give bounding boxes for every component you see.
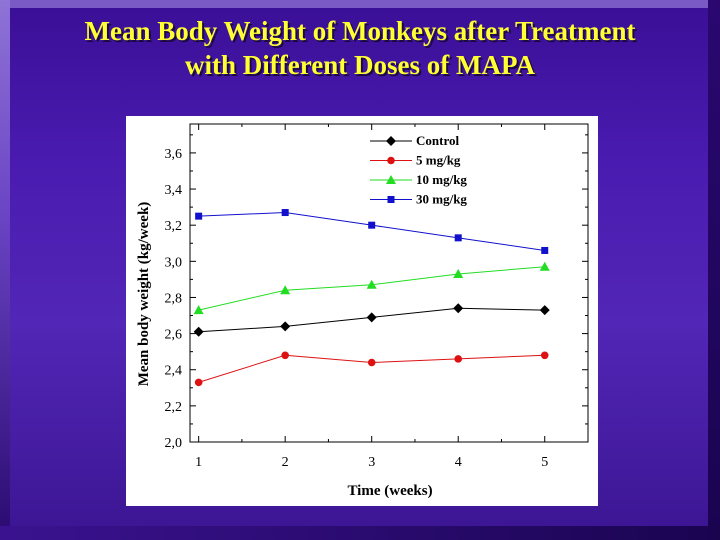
legend-marker (387, 156, 395, 165)
data-point (281, 209, 289, 217)
data-point (195, 212, 203, 220)
y-tick-label: 2,6 (165, 328, 183, 343)
x-tick-label: 2 (282, 455, 289, 470)
series-line (198, 212, 545, 251)
series-3 (193, 261, 550, 315)
data-point (281, 351, 289, 360)
legend-entry: 30 mg/kg (370, 192, 467, 207)
x-tick-label: 3 (368, 455, 375, 470)
data-point (366, 279, 377, 289)
x-tick-label: 1 (195, 455, 202, 470)
slide-frame-bottom (0, 526, 720, 540)
legend-label: 30 mg/kg (416, 192, 467, 207)
y-tick-label: 3,4 (165, 183, 183, 198)
x-axis-label: Time (weeks) (347, 483, 432, 499)
data-point (454, 234, 462, 242)
data-point (454, 355, 463, 363)
line-chart: 2,0 2,2 2,4 2,6 2,8 3,0 3,2 3,4 3,6 1 2 3 4 5 Control… (136, 123, 589, 499)
legend-marker (386, 136, 396, 146)
data-point (193, 305, 204, 315)
y-tick-label: 3,6 (165, 147, 183, 162)
slide-title-line-1: Mean Body Weight of Monkeys after Treatm… (84, 16, 636, 46)
data-point (193, 326, 204, 337)
legend-label: 5 mg/kg (416, 153, 461, 168)
legend-entry: Control (370, 133, 459, 148)
data-point (366, 312, 377, 323)
data-point (539, 305, 550, 316)
series-2 (194, 351, 549, 387)
slide-title-line-2: with Different Doses of MAPA (185, 50, 535, 80)
series-1 (193, 303, 550, 337)
x-tick-label: 5 (541, 455, 548, 470)
chart-series (193, 209, 550, 387)
data-point (539, 261, 550, 271)
data-point (280, 285, 291, 295)
slide-frame-right (708, 0, 720, 540)
legend-marker (387, 196, 395, 203)
data-point (280, 321, 291, 332)
data-point (367, 358, 376, 367)
data-point (194, 378, 203, 387)
plot-frame (189, 123, 589, 443)
chart-axes: 2,0 2,2 2,4 2,6 2,8 3,0 3,2 3,4 3,6 1 2 3 4 5 (165, 123, 589, 470)
series-4 (195, 209, 549, 254)
data-point (540, 351, 549, 360)
chart-panel: 2,0 2,2 2,4 2,6 2,8 3,0 3,2 3,4 3,6 1 2 3 4 5 Control… (126, 116, 598, 506)
legend-label: 10 mg/kg (416, 172, 467, 187)
slide-frame-left (0, 0, 10, 540)
y-tick-label: 3,2 (165, 219, 183, 234)
data-point (541, 246, 549, 254)
slide-frame-top (0, 0, 720, 8)
y-tick-label: 2,8 (165, 291, 183, 306)
data-point (453, 303, 464, 314)
legend-entry: 5 mg/kg (370, 153, 461, 168)
y-tick-label: 2,2 (165, 400, 183, 415)
y-tick-label: 2,0 (165, 436, 183, 451)
x-tick-label: 4 (455, 455, 462, 470)
y-tick-label: 3,0 (165, 255, 183, 270)
slide-title: Mean Body Weight of Monkeys after Treatm… (20, 14, 700, 82)
y-tick-label: 2,4 (165, 364, 183, 379)
chart-legend: Control 5 mg/kg 10 mg/kg 30 mg/kg (370, 133, 467, 207)
legend-entry: 10 mg/kg (370, 172, 467, 187)
data-point (453, 268, 464, 278)
legend-marker (386, 175, 396, 184)
data-point (368, 221, 376, 229)
y-axis-label: Mean body weight (kg/week) (136, 202, 152, 387)
legend-label: Control (416, 133, 459, 148)
